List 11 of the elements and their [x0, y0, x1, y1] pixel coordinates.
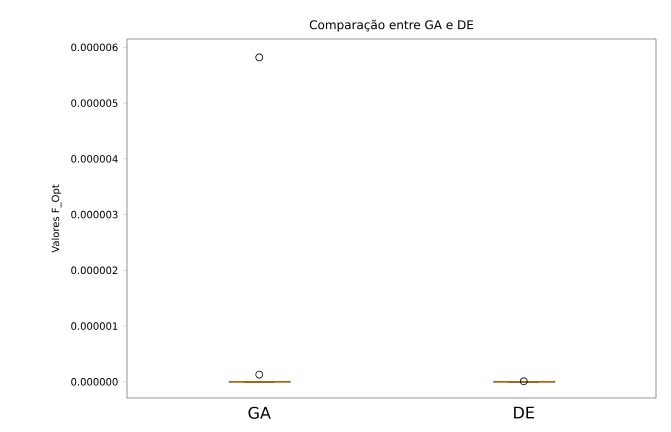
y-tick-label: 0.000000 [71, 378, 118, 386]
y-tick-label: 0.000004 [71, 155, 118, 163]
y-tick-label: 0.000003 [71, 210, 118, 218]
y-tick-label: 0.000001 [71, 322, 118, 330]
x-tick-label: GA [248, 406, 271, 419]
y-tick-label: 0.000005 [71, 99, 118, 107]
y-tick-label: 0.000006 [71, 44, 118, 52]
chart-title: Comparação entre GA e DE [310, 20, 474, 32]
y-axis-title: Valores F_Opt [51, 184, 62, 253]
x-tick-label: DE [514, 406, 534, 418]
y-tick-label: 0.000002 [71, 266, 118, 274]
